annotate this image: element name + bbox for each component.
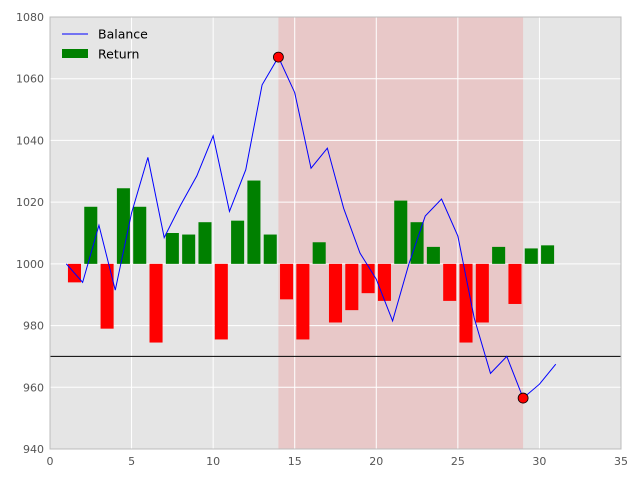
return-bar bbox=[377, 263, 391, 301]
return-bar bbox=[149, 263, 163, 343]
return-bar bbox=[263, 234, 277, 264]
return-bar bbox=[312, 242, 326, 264]
return-bar bbox=[182, 234, 196, 264]
return-bar bbox=[394, 200, 408, 264]
return-bar bbox=[247, 180, 261, 264]
return-bar bbox=[410, 222, 424, 264]
return-bar bbox=[541, 245, 555, 264]
plot-frame bbox=[49, 16, 622, 450]
return-bar bbox=[345, 263, 359, 311]
extreme-markers bbox=[272, 51, 529, 404]
return-bar bbox=[100, 263, 114, 329]
return-bar bbox=[459, 263, 473, 343]
x-tick-label: 35 bbox=[614, 455, 628, 468]
extreme-marker bbox=[517, 392, 529, 404]
return-bar bbox=[524, 248, 538, 264]
return-bar bbox=[231, 220, 245, 264]
x-tick-label: 20 bbox=[369, 455, 383, 468]
legend-return-label: Return bbox=[98, 47, 139, 62]
return-bar bbox=[508, 263, 522, 304]
x-tick-label: 30 bbox=[532, 455, 546, 468]
return-bar bbox=[214, 263, 228, 340]
legend-return-swatch bbox=[62, 49, 88, 58]
return-bar bbox=[443, 263, 457, 301]
x-tick-label: 25 bbox=[451, 455, 465, 468]
y-tick-label: 1040 bbox=[16, 134, 44, 147]
x-tick-label: 15 bbox=[288, 455, 302, 468]
return-bar bbox=[280, 263, 294, 300]
x-tick-label: 10 bbox=[206, 455, 220, 468]
y-tick-label: 1080 bbox=[16, 11, 44, 24]
extreme-marker bbox=[272, 51, 284, 63]
legend: Balance Return bbox=[62, 27, 148, 62]
return-bar bbox=[133, 206, 147, 264]
legend-balance-label: Balance bbox=[98, 27, 148, 42]
return-bar bbox=[296, 263, 310, 340]
return-bar bbox=[492, 246, 506, 264]
return-bar bbox=[165, 233, 179, 264]
y-axis-ticks: 940 960 980 1000 1020 1040 1060 1080 bbox=[16, 11, 44, 456]
return-bar bbox=[361, 263, 375, 294]
x-tick-label: 5 bbox=[128, 455, 135, 468]
return-bar bbox=[116, 188, 130, 264]
x-tick-label: 0 bbox=[47, 455, 54, 468]
y-tick-label: 960 bbox=[23, 381, 44, 394]
return-bar bbox=[198, 222, 212, 264]
y-tick-label: 1020 bbox=[16, 196, 44, 209]
return-bar bbox=[426, 246, 440, 264]
x-axis-ticks: 0 5 10 15 20 25 30 35 bbox=[47, 455, 629, 468]
y-tick-label: 980 bbox=[23, 320, 44, 333]
y-tick-label: 1060 bbox=[16, 73, 44, 86]
y-tick-label: 1000 bbox=[16, 258, 44, 271]
balance-line bbox=[65, 56, 557, 399]
return-bar bbox=[328, 263, 343, 323]
return-bars bbox=[67, 180, 555, 343]
return-bar bbox=[84, 206, 98, 264]
y-tick-label: 940 bbox=[23, 443, 44, 456]
return-bar bbox=[475, 263, 489, 323]
